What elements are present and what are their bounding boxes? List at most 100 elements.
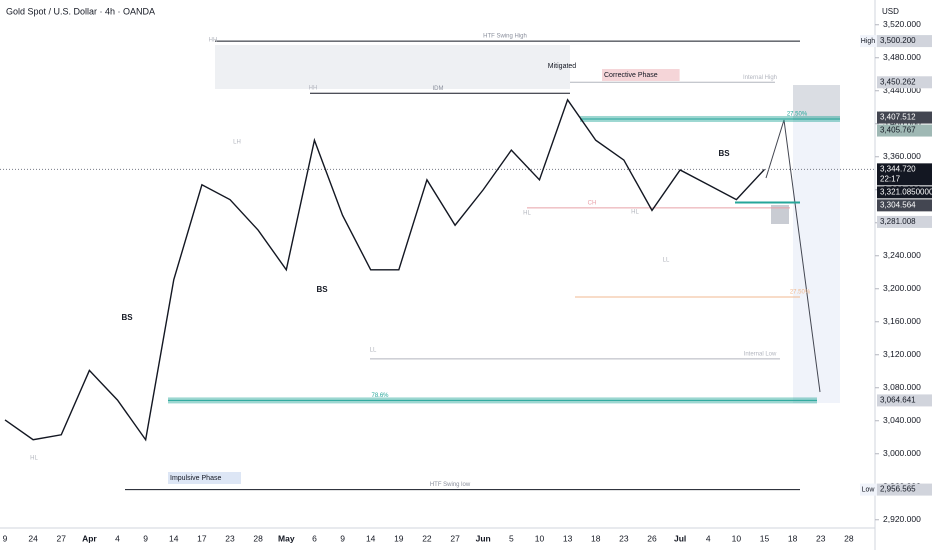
price-badge-label: 3,407.512 <box>880 113 916 122</box>
tag-label: High <box>861 38 876 45</box>
price-badge-label: 3,281.008 <box>880 217 916 226</box>
x-tick-label: 27 <box>450 533 460 543</box>
x-tick-label: 10 <box>732 533 742 543</box>
x-tick-label: 19 <box>394 533 404 543</box>
countdown: 22:17 <box>880 174 901 183</box>
entry-zone <box>771 205 789 224</box>
price-badge <box>877 124 932 137</box>
x-tick-label: 18 <box>788 533 798 543</box>
level-label: 78.6% <box>371 393 389 399</box>
y-tick-label: 3,080.000 <box>883 382 921 392</box>
price-badge-label: 3,450.262 <box>880 77 916 86</box>
y-tick-label: 3,120.000 <box>883 349 921 359</box>
x-tick-label: 22 <box>422 533 432 543</box>
annotation: LH <box>233 140 241 146</box>
price-badge-label: 3,500.200 <box>880 36 916 45</box>
x-tick-label: 4 <box>115 533 120 543</box>
level-label: Internal High <box>743 75 777 81</box>
price-badge <box>877 76 932 89</box>
annotation: HL <box>631 210 639 216</box>
x-tick-label: 23 <box>816 533 826 543</box>
x-tick-label: 23 <box>619 533 629 543</box>
annotation: BS <box>121 313 133 322</box>
level-label: 27.50% <box>787 112 808 118</box>
price-badge-label: 2,956.565 <box>880 485 916 494</box>
x-tick-label: 26 <box>647 533 657 543</box>
price-badge <box>877 394 932 407</box>
annotation: LL <box>370 348 377 354</box>
level-label: CH <box>588 200 597 206</box>
x-tick-label: 27 <box>57 533 67 543</box>
x-tick-label: 9 <box>340 533 345 543</box>
price-badge <box>877 215 932 228</box>
x-tick-label: Jul <box>674 533 686 543</box>
annotation: Corrective Phase <box>604 72 658 79</box>
x-tick-label: 4 <box>706 533 711 543</box>
price-badge <box>877 35 932 48</box>
target-zone <box>793 85 840 120</box>
x-tick-label: 18 <box>591 533 601 543</box>
annotation: LL <box>663 258 670 264</box>
level-label: IDM <box>433 86 444 92</box>
x-tick-label: May <box>278 533 295 543</box>
annotation: HH <box>309 86 318 92</box>
tag-label: Low <box>862 486 876 493</box>
price-badge-label: 3,405.767 <box>880 126 916 135</box>
x-tick-label: 14 <box>169 533 179 543</box>
x-tick-label: 14 <box>366 533 376 543</box>
price-badge <box>877 199 932 212</box>
price-badge <box>877 111 932 124</box>
price-badge-label: 3,344.720 <box>880 164 916 173</box>
x-tick-label: 9 <box>143 533 148 543</box>
price-badge <box>877 186 932 199</box>
x-tick-label: 5 <box>509 533 514 543</box>
x-tick-label: 6 <box>312 533 317 543</box>
annotation: Impulsive Phase <box>170 475 221 482</box>
annotation: BS <box>718 149 730 158</box>
y-tick-label: 3,520.000 <box>883 19 921 29</box>
price-badge-label: 3,321.08500000 <box>880 187 932 196</box>
y-tick-label: 3,000.000 <box>883 448 921 458</box>
tag-badge <box>860 483 877 496</box>
y-tick-label: 3,240.000 <box>883 250 921 260</box>
level-label: Internal Low <box>744 351 777 357</box>
y-tick-label: 2,920.000 <box>883 514 921 524</box>
annotation: BS <box>316 285 328 294</box>
level-label: HTF Swing High <box>483 34 527 40</box>
projection-zone <box>793 120 840 403</box>
y-tick-label: 3,160.000 <box>883 316 921 326</box>
x-tick-label: Apr <box>82 533 97 543</box>
x-tick-label: 28 <box>844 533 854 543</box>
supply-zone <box>215 45 570 89</box>
level-label: HTF Swing low <box>430 482 471 488</box>
y-tick-label: 3,480.000 <box>883 52 921 62</box>
projection-path <box>765 119 821 393</box>
chart-title: Gold Spot / U.S. Dollar · 4h · OANDA <box>6 6 155 16</box>
y-tick-label: 3,200.000 <box>883 283 921 293</box>
x-tick-label: Jun <box>476 533 491 543</box>
y-tick-label: 3,360.000 <box>883 151 921 161</box>
x-tick-label: 10 <box>535 533 545 543</box>
y-tick-label: 3,440.000 <box>883 85 921 95</box>
price-line <box>4 98 766 442</box>
annotation: Mitigated <box>548 63 577 70</box>
phase-box <box>168 472 241 484</box>
x-tick-label: 13 <box>563 533 573 543</box>
price-badge-label: 3,064.641 <box>880 396 916 405</box>
price-badge <box>877 483 932 496</box>
x-tick-label: 15 <box>760 533 770 543</box>
price-badge-label: 3,304.564 <box>880 200 916 209</box>
x-tick-label: 17 <box>197 533 207 543</box>
phase-box <box>602 69 680 81</box>
annotation: HL <box>523 211 531 217</box>
annotation: HH <box>209 38 218 44</box>
annotation: HL <box>30 456 38 462</box>
price-badge <box>877 163 932 186</box>
x-tick-label: 24 <box>28 533 38 543</box>
x-tick-label: 9 <box>3 533 8 543</box>
tag-badge <box>860 35 877 48</box>
y-tick-label: 3,040.000 <box>883 415 921 425</box>
currency: USD <box>882 7 899 16</box>
